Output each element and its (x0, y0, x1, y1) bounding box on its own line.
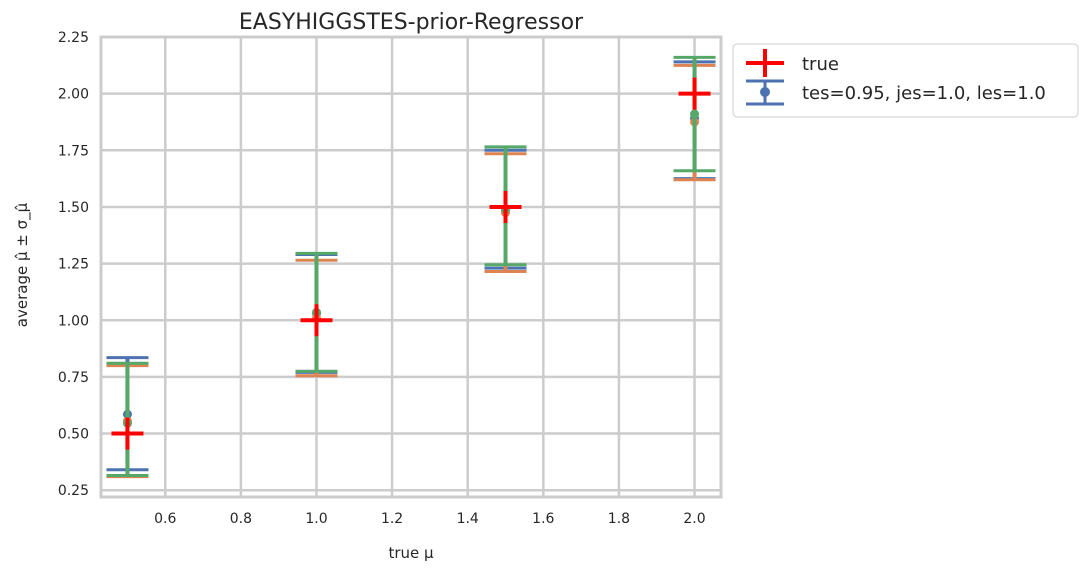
series-layer (106, 55, 716, 479)
true-point (489, 190, 522, 223)
legend-label-true: true (802, 54, 839, 75)
y-axis-label: average μ̂ ± σ_μ̂ (13, 202, 32, 327)
errorbar-series (106, 63, 716, 479)
x-tick-label: 1.2 (381, 511, 403, 527)
x-tick-label: 0.8 (230, 511, 252, 527)
y-tick-label: 2.00 (58, 87, 89, 103)
chart-title: EASYHIGGSTES-prior-Regressor (239, 10, 584, 35)
x-tick-label: 0.6 (154, 511, 176, 527)
y-tick-label: 1.50 (58, 200, 89, 216)
true-layer (111, 77, 711, 450)
legend-box (732, 43, 1079, 118)
errorbar-series (106, 60, 716, 472)
y-tick-label: 0.75 (58, 370, 89, 386)
mean-point (690, 109, 700, 119)
legend-series-marker (746, 79, 784, 106)
y-tick-label: 2.25 (58, 30, 89, 46)
y-tick-label: 1.00 (58, 313, 89, 329)
y-tick-label: 1.25 (58, 257, 89, 273)
grid (101, 35, 721, 497)
y-tick-labels: 0.25 0.50 0.75 1.00 1.25 1.50 1.75 2.00 2.25 (58, 30, 89, 499)
true-point (300, 304, 333, 337)
x-tick-labels: 0.6 0.8 1.0 1.2 1.4 1.6 1.8 2.0 (154, 511, 706, 527)
x-tick-label: 1.4 (457, 511, 479, 527)
plot-frame (99, 35, 723, 499)
legend: true tes=0.95, jes=1.0, les=1.0 (732, 43, 1079, 118)
legend-label-series: tes=0.95, jes=1.0, les=1.0 (802, 83, 1046, 104)
x-tick-label: 1.8 (608, 511, 630, 527)
legend-true-marker (746, 49, 784, 77)
true-point (678, 77, 711, 110)
true-point (111, 417, 144, 450)
y-tick-label: 1.75 (58, 143, 89, 159)
y-tick-label: 0.50 (58, 427, 89, 443)
errorbar-series (106, 55, 716, 477)
x-tick-label: 2.0 (683, 511, 705, 527)
y-tick-label: 0.25 (58, 483, 89, 499)
x-tick-label: 1.6 (532, 511, 554, 527)
x-tick-label: 1.0 (305, 511, 327, 527)
x-axis-label: true μ (388, 544, 434, 562)
